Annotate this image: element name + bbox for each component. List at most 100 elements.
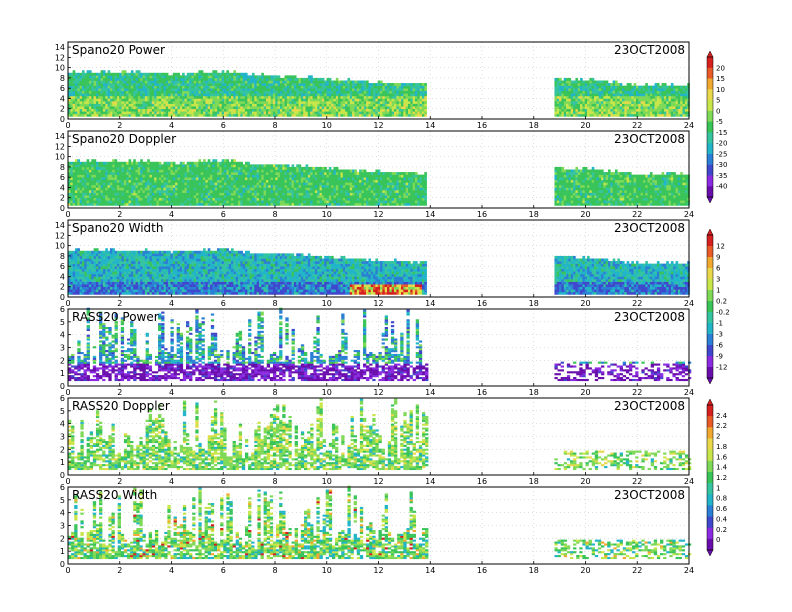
- data-cell: [340, 95, 344, 99]
- data-cell: [179, 202, 183, 206]
- data-cell: [135, 98, 139, 102]
- data-cell: [401, 88, 404, 92]
- data-cell: [566, 83, 569, 86]
- data-cell: [133, 103, 136, 107]
- data-cell: [147, 85, 150, 89]
- data-cell: [307, 95, 311, 99]
- data-cell: [224, 98, 227, 102]
- data-cell: [240, 166, 243, 170]
- data-cell: [277, 166, 281, 170]
- data-cell: [286, 169, 290, 173]
- data-cell: [659, 95, 662, 99]
- data-cell: [116, 77, 120, 81]
- data-cell: [577, 108, 581, 112]
- data-cell: [594, 111, 597, 115]
- data-cell: [95, 177, 99, 181]
- data-cell: [235, 187, 239, 191]
- data-cell: [130, 77, 134, 81]
- data-cell: [235, 172, 239, 175]
- data-cell: [74, 179, 78, 183]
- data-cell: [272, 195, 276, 199]
- data-cell: [133, 93, 136, 97]
- data-cell: [226, 182, 229, 186]
- data-cell: [231, 169, 234, 173]
- data-cell: [254, 101, 257, 104]
- data-cell: [284, 108, 288, 112]
- data-cell: [289, 190, 292, 193]
- data-cell: [247, 164, 250, 168]
- data-cell: [314, 77, 318, 81]
- data-cell: [366, 80, 369, 84]
- data-cell: [289, 166, 292, 170]
- data-cell: [168, 75, 171, 79]
- data-cell: [670, 111, 674, 115]
- data-cell: [86, 98, 90, 102]
- data-cell: [396, 103, 399, 107]
- data-cell: [366, 101, 369, 104]
- data-cell: [608, 111, 611, 115]
- data-cell: [412, 101, 416, 104]
- data-cell: [649, 90, 653, 94]
- data-cell: [154, 172, 157, 175]
- data-cell: [296, 98, 299, 102]
- data-cell: [161, 195, 164, 199]
- data-cell: [598, 101, 602, 104]
- data-cell: [91, 103, 94, 107]
- data-cell: [177, 93, 181, 97]
- data-cell: [326, 90, 330, 94]
- data-cell: [682, 111, 686, 115]
- data-cell: [182, 106, 185, 110]
- data-cell: [200, 83, 204, 86]
- data-cell: [582, 80, 586, 84]
- data-cell: [219, 190, 222, 193]
- data-cell: [619, 90, 623, 94]
- data-cell: [112, 182, 115, 186]
- data-cell: [72, 177, 76, 181]
- data-cell: [298, 177, 302, 181]
- data-cell: [126, 103, 129, 107]
- data-cell: [156, 197, 160, 201]
- data-cell: [135, 108, 139, 112]
- data-cell: [100, 172, 104, 175]
- data-cell: [88, 103, 92, 107]
- data-cell: [79, 72, 83, 76]
- data-cell: [200, 174, 204, 178]
- data-cell: [156, 95, 160, 99]
- data-cell: [224, 159, 227, 163]
- data-cell: [682, 85, 686, 89]
- data-cell: [654, 93, 658, 97]
- data-cell: [214, 164, 218, 168]
- data-cell: [158, 111, 162, 115]
- data-cell: [331, 95, 334, 99]
- data-cell: [272, 187, 276, 191]
- data-cell: [161, 179, 164, 183]
- data-cell: [258, 113, 262, 117]
- data-cell: [121, 95, 125, 99]
- data-cell: [224, 182, 227, 186]
- data-cell: [638, 93, 641, 97]
- data-cell: [310, 77, 313, 81]
- data-cell: [121, 90, 125, 94]
- data-cell: [154, 113, 157, 117]
- data-cell: [363, 111, 367, 115]
- data-cell: [251, 187, 255, 191]
- data-cell: [286, 83, 290, 86]
- data-cell: [109, 75, 113, 79]
- data-cell: [156, 113, 160, 117]
- data-cell: [70, 195, 73, 199]
- data-cell: [109, 179, 113, 183]
- data-cell: [86, 113, 90, 117]
- data-cell: [233, 75, 236, 79]
- data-cell: [163, 177, 167, 181]
- data-cell: [77, 88, 80, 92]
- data-cell: [380, 85, 383, 89]
- data-cell: [130, 70, 134, 74]
- data-cell: [149, 195, 153, 199]
- data-cell: [198, 93, 202, 97]
- data-cell: [298, 179, 302, 183]
- data-cell: [116, 161, 120, 165]
- data-cell: [231, 98, 234, 102]
- data-cell: [421, 103, 425, 107]
- data-cell: [601, 113, 604, 117]
- data-cell: [240, 90, 243, 94]
